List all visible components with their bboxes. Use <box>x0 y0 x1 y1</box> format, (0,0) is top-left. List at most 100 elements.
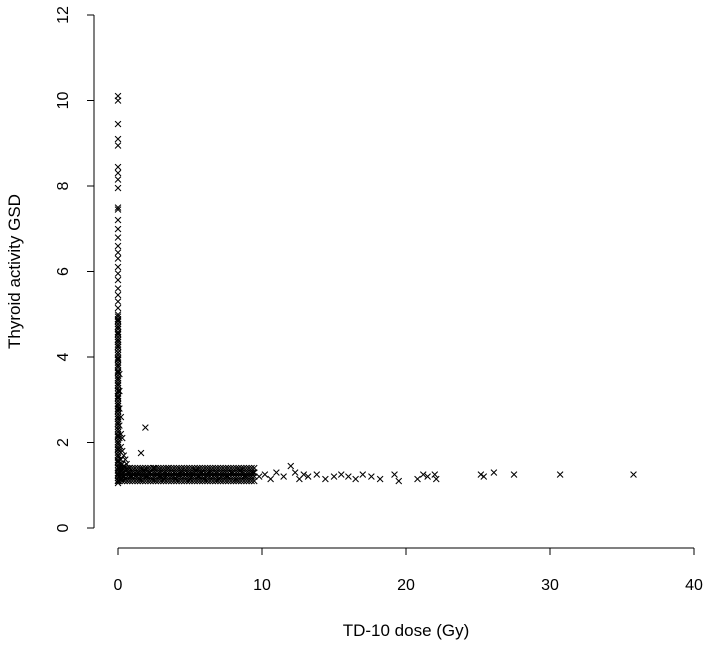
data-point: × <box>160 471 169 488</box>
data-point: × <box>234 464 243 481</box>
data-point: × <box>201 464 210 481</box>
data-point: × <box>149 460 158 477</box>
data-point: × <box>219 473 228 490</box>
data-point: × <box>114 259 123 276</box>
data-point: × <box>114 370 123 387</box>
data-point: × <box>116 471 125 488</box>
data-point: × <box>169 469 178 486</box>
data-point: × <box>114 300 123 317</box>
data-point: × <box>114 426 123 443</box>
data-point: × <box>115 366 124 383</box>
data-point: × <box>190 464 199 481</box>
data-point: × <box>114 347 123 364</box>
data-point: × <box>182 460 191 477</box>
data-point: × <box>114 131 123 148</box>
data-point: × <box>120 460 129 477</box>
data-point: × <box>114 202 123 219</box>
data-point: × <box>114 385 123 402</box>
data-point: × <box>394 473 403 490</box>
data-point: × <box>155 469 164 486</box>
data-point: × <box>157 464 166 481</box>
data-point: × <box>195 469 204 486</box>
data-point: × <box>479 469 488 486</box>
data-point: × <box>174 467 183 484</box>
data-point: × <box>114 439 123 456</box>
data-point: × <box>114 398 123 415</box>
data-point: × <box>114 406 123 423</box>
data-point: × <box>162 469 171 486</box>
data-point: × <box>114 357 123 374</box>
data-point: × <box>138 469 147 486</box>
data-point: × <box>115 400 124 417</box>
data-point: × <box>114 116 123 133</box>
data-point: × <box>114 338 123 355</box>
x-tick-label: 20 <box>397 577 415 594</box>
data-point: × <box>120 464 129 481</box>
data-point: × <box>136 464 145 481</box>
data-point: × <box>114 349 123 366</box>
data-point: × <box>221 460 230 477</box>
data-point: × <box>224 460 233 477</box>
data-point: × <box>114 457 123 474</box>
data-point: × <box>219 469 228 486</box>
x-axis-title: TD-10 dose (Gy) <box>343 621 470 640</box>
data-point: × <box>114 467 123 484</box>
data-point: × <box>141 473 150 490</box>
data-point: × <box>185 460 194 477</box>
data-point: × <box>330 469 339 486</box>
data-point: × <box>146 469 155 486</box>
data-point: × <box>114 293 123 310</box>
data-point: × <box>250 460 259 477</box>
data-point: × <box>128 473 137 490</box>
data-point: × <box>125 473 134 490</box>
data-point: × <box>351 471 360 488</box>
data-point: × <box>234 460 243 477</box>
data-point: × <box>114 324 123 341</box>
data-point: × <box>125 460 134 477</box>
data-point: × <box>114 367 123 384</box>
data-point: × <box>114 159 123 176</box>
data-point: × <box>149 464 158 481</box>
data-point: × <box>206 469 215 486</box>
data-point: × <box>114 314 123 331</box>
data-point: × <box>114 362 123 379</box>
data-point: × <box>114 454 123 471</box>
data-point: × <box>209 469 218 486</box>
data-point: × <box>242 473 251 490</box>
data-point: × <box>476 467 485 484</box>
data-point: × <box>167 469 176 486</box>
data-point: × <box>227 469 236 486</box>
data-point: × <box>114 221 123 238</box>
data-point: × <box>186 471 195 488</box>
data-point: × <box>114 415 123 432</box>
data-point: × <box>432 471 441 488</box>
data-point: × <box>157 462 166 479</box>
data-point: × <box>114 393 123 410</box>
data-point: × <box>151 460 160 477</box>
data-point: × <box>203 467 212 484</box>
data-point: × <box>195 460 204 477</box>
data-point: × <box>198 473 207 490</box>
data-point: × <box>201 473 210 490</box>
data-point: × <box>124 464 133 481</box>
data-point: × <box>114 447 123 464</box>
data-point: × <box>170 464 179 481</box>
data-point: × <box>206 462 215 479</box>
data-point: × <box>114 352 123 369</box>
data-point: × <box>141 420 150 437</box>
data-point: × <box>136 460 145 477</box>
data-point: × <box>114 437 123 454</box>
data-point: × <box>556 467 565 484</box>
data-point: × <box>232 473 241 490</box>
data-point: × <box>419 467 428 484</box>
data-point: × <box>232 460 241 477</box>
data-point: × <box>114 319 123 336</box>
data-point: × <box>208 469 217 486</box>
x-tick-label: 30 <box>541 577 559 594</box>
data-point: × <box>151 473 160 490</box>
data-point: × <box>114 313 123 330</box>
data-point: × <box>148 471 157 488</box>
data-point: × <box>146 473 155 490</box>
data-point: × <box>221 464 230 481</box>
data-point: × <box>172 460 181 477</box>
